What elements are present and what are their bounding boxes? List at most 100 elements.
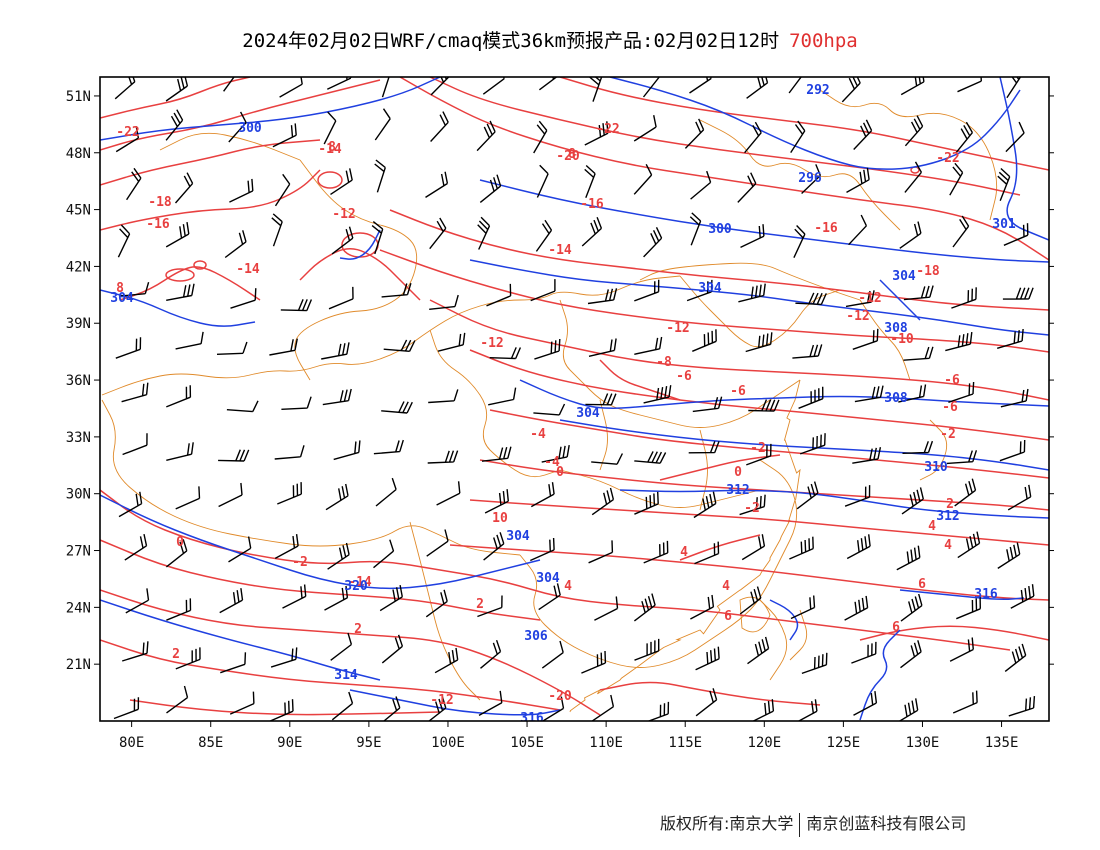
height-label: 296 [798,171,822,186]
wind-barb [218,449,250,462]
wind-barb [747,636,770,665]
wind-barb [898,698,919,721]
lat-label: 36N [66,373,91,389]
temperature-contour [100,539,541,621]
wind-barb [479,174,502,203]
wind-barb [280,299,313,312]
wind-barb [694,541,720,565]
height-contour [100,289,256,327]
boundary-line [519,459,798,668]
wind-barb [538,77,558,91]
wind-barb [165,221,190,248]
wind-barb [428,696,447,721]
wind-barb [740,224,765,249]
wind-barb [121,641,149,662]
wind-barb [427,450,459,464]
height-label: 304 [892,269,916,284]
wind-barb [175,647,201,670]
wind-barb [121,382,149,403]
wind-barb [739,586,762,615]
height-contour [609,77,1021,170]
height-contour [899,589,1025,601]
height-label: 312 [726,483,749,498]
temperature-label: -22 [116,125,139,140]
lon-label: 120E [747,735,781,751]
temperature-label: 8 [568,147,576,162]
wind-barb [534,338,561,360]
wind-barb [684,118,705,149]
lat-label: 48N [66,146,91,162]
temperature-label: -6 [676,369,692,384]
height-label: 304 [536,571,560,586]
wind-barb [379,584,403,612]
boundary-line [159,132,301,161]
wind-barb [434,647,459,674]
wind-barb [591,694,615,721]
wind-barb [951,287,977,309]
wind-barb [381,283,412,298]
wind-barb [692,396,723,413]
wind-barb [902,440,934,454]
lon-label: 95E [356,735,381,751]
wind-barb [744,121,762,154]
wind-barb [535,219,553,252]
wind-barb [270,647,298,668]
wind-barb [904,115,924,147]
wind-barb [581,217,603,247]
wind-barb [436,481,461,506]
wind-barb [793,225,806,258]
temperature-label: 0 [734,465,742,480]
wind-barb [690,170,712,200]
wind-barb [281,396,312,410]
wind-barb [530,537,555,562]
wind-barb [218,482,243,508]
wind-barb [999,439,1026,462]
wind-barb [430,77,450,96]
wind-barb [633,115,657,142]
temperature-label: 2 [172,647,180,662]
wind-barb [429,294,459,310]
temperature-label: -2 [750,441,766,456]
wind-barb [634,279,660,302]
wind-barb [1002,287,1034,300]
lat-label: 39N [66,316,91,332]
wind-barb [801,164,822,195]
wind-barb [844,485,871,507]
wind-barb [748,399,780,412]
wind-barb [642,77,661,98]
island-outline [739,596,771,633]
wind-barb [846,534,871,560]
temperature-label: -16 [580,197,604,212]
wind-barb [330,632,353,661]
height-contour [999,77,1049,241]
temperature-contour [100,79,381,151]
wind-barb [126,167,142,201]
wind-barb [946,450,978,465]
wind-barb [228,111,247,143]
temperature-label: -12 [480,336,503,351]
height-label: 306 [524,629,548,644]
wind-barb [1008,696,1036,717]
wind-barb [166,685,189,714]
wind-barb [741,534,766,561]
wind-barb [695,688,718,717]
boundary-line [819,89,998,221]
temperature-label: -20 [556,149,580,164]
temperature-label: 8 [328,140,336,155]
temperature-contour [469,349,1049,441]
wind-barb [643,227,663,258]
wind-barb [429,217,447,250]
temperature-label: -16 [814,221,838,236]
wind-barb [530,482,555,508]
wind-barb [594,596,619,621]
wind-barb [643,540,669,564]
wind-barb [489,347,522,360]
lon-label: 85E [198,735,223,751]
wind-barb [538,583,561,611]
wind-barb [634,451,667,464]
temperature-label: -4 [530,427,546,442]
temperature-label: -22 [596,122,619,137]
wind-barb [373,539,395,569]
wind-barb [118,491,143,518]
wind-barb [321,342,350,360]
